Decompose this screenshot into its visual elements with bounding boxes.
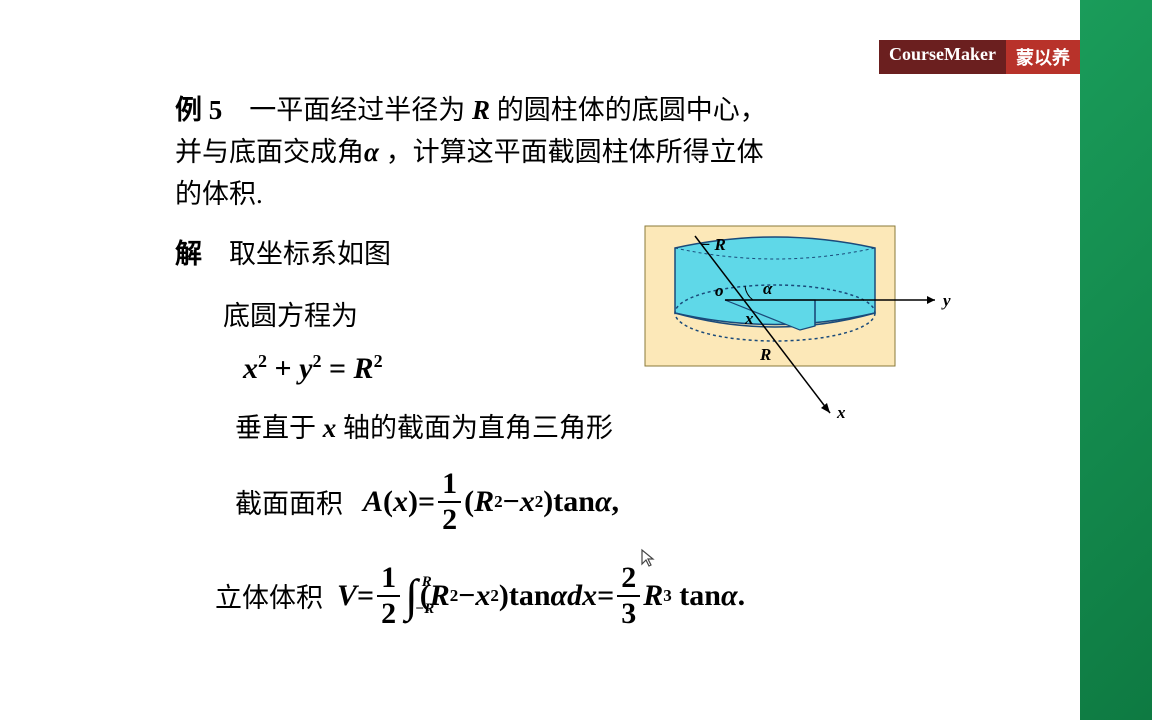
problem-text-4: ，计算这平面截圆柱体所得立体 bbox=[379, 137, 764, 167]
step-2: 底圆方程为 bbox=[223, 292, 595, 341]
problem-text-2: 的圆柱体的底圆中心， bbox=[490, 95, 767, 125]
problem-text-3: 并与底面交成角 bbox=[175, 137, 364, 167]
svg-text:x: x bbox=[744, 309, 754, 328]
step-4-label: 截面面积 bbox=[235, 482, 343, 521]
step-5-label: 立体体积 bbox=[215, 576, 323, 615]
problem-text-5: 的体积. bbox=[175, 179, 263, 209]
solution-label: 解 bbox=[175, 230, 202, 279]
watermark-badge: CourseMaker 蒙以养 bbox=[879, 40, 1080, 74]
step-4-row: 截面面积 A(x) = 12 (R2 − x2)tanα, bbox=[235, 469, 995, 535]
cursor-icon bbox=[640, 548, 656, 573]
circle-equation: x2 + y2 = R2 bbox=[243, 351, 595, 386]
example-label: 例 5 bbox=[175, 95, 222, 125]
svg-text:o: o bbox=[715, 281, 724, 300]
problem-statement: 例 5 一平面经过半径为 R 的圆柱体的底圆中心， 并与底面交成角α ，计算这平… bbox=[175, 90, 995, 216]
svg-text:α: α bbox=[763, 279, 773, 298]
svg-text:y: y bbox=[941, 291, 951, 310]
var-R: R bbox=[472, 95, 490, 125]
integral-sign: R ∫ −R bbox=[405, 582, 418, 610]
step-5-row: 立体体积 V = 12 R ∫ −R (R2 − x2)tanαdx = 23 … bbox=[215, 563, 995, 629]
cylinder-figure: − R o α x R y x bbox=[605, 218, 965, 428]
svg-text:R: R bbox=[759, 345, 771, 364]
step-1: 取坐标系如图 bbox=[229, 230, 391, 279]
volume-formula: V = 12 R ∫ −R (R2 − x2)tanαdx = 23 R3 ta… bbox=[337, 563, 745, 629]
badge-author: 蒙以养 bbox=[1006, 40, 1080, 74]
problem-text-1: 一平面经过半径为 bbox=[249, 95, 472, 125]
badge-brand: CourseMaker bbox=[879, 40, 1006, 74]
side-stripe bbox=[1080, 0, 1152, 720]
svg-text:− R: − R bbox=[700, 235, 726, 254]
var-alpha: α bbox=[364, 137, 379, 167]
svg-text:x: x bbox=[836, 403, 846, 422]
solution-line-1: 解 取坐标系如图 bbox=[175, 230, 595, 279]
area-formula: A(x) = 12 (R2 − x2)tanα, bbox=[363, 469, 619, 535]
